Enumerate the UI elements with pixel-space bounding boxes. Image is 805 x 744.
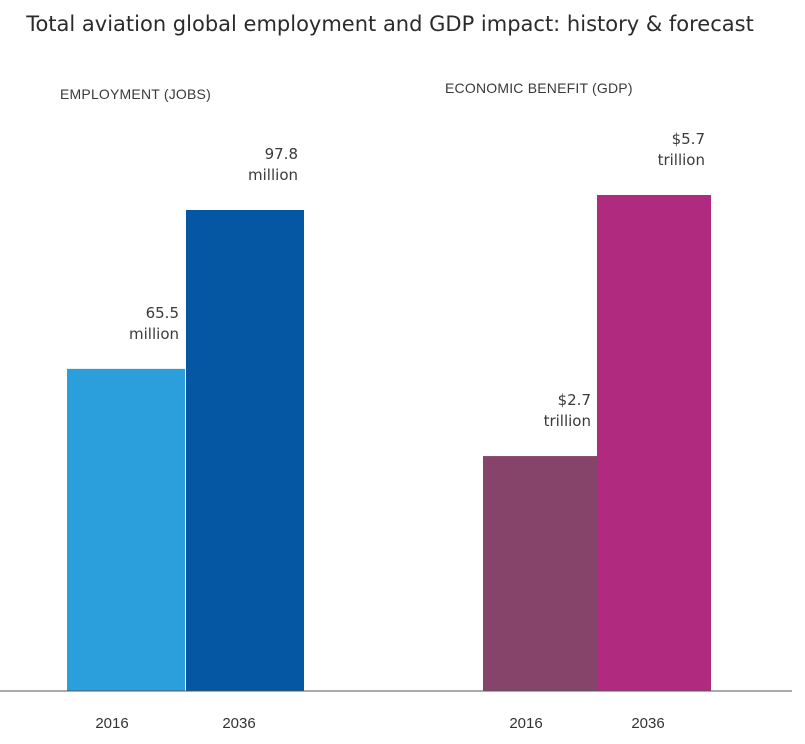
data-label-unit-employment-2036: million bbox=[248, 166, 298, 184]
panel-gdp: ECONOMIC BENEFIT (GDP) $2.7trillion2016$… bbox=[445, 80, 711, 732]
bar-employment-2016 bbox=[67, 368, 185, 691]
data-label-unit-gdp-2036: trillion bbox=[658, 151, 705, 169]
bar-gdp-2036 bbox=[597, 195, 711, 691]
x-tick-label-gdp-2036: 2036 bbox=[631, 715, 664, 732]
employment-bars: 65.5 million 2016 97.8 million 2036 bbox=[67, 145, 304, 732]
bar-gdp-2016 bbox=[483, 456, 597, 691]
x-tick-label-gdp-2016: 2016 bbox=[509, 715, 542, 732]
gdp-bars: $2.7 trillion 2016 $5.7 trillion 2036 bbox=[483, 130, 711, 732]
chart-title: Total aviation global employment and GDP… bbox=[25, 12, 754, 36]
data-label-value-gdp-2036: $5.7 bbox=[672, 130, 705, 148]
data-label-value-gdp-2016: $2.7 bbox=[558, 391, 591, 409]
x-tick-label-employment-2036: 2036 bbox=[222, 715, 255, 732]
data-label-unit-gdp-2016: trillion bbox=[544, 412, 591, 430]
data-label-value-employment-2036: 97.8 bbox=[265, 145, 298, 163]
bar-employment-2036 bbox=[186, 210, 304, 691]
data-label-unit-employment-2016: million bbox=[129, 325, 179, 343]
x-tick-label-employment-2016: 2016 bbox=[95, 715, 128, 732]
data-label-value-employment-2016: 65.5 bbox=[146, 304, 179, 322]
panel-title-employment: EMPLOYMENT (JOBS) bbox=[60, 86, 211, 102]
panel-title-gdp: ECONOMIC BENEFIT (GDP) bbox=[445, 80, 633, 96]
panel-employment: EMPLOYMENT (JOBS) 65.5 million 2016 97.8 mil… bbox=[60, 86, 304, 732]
